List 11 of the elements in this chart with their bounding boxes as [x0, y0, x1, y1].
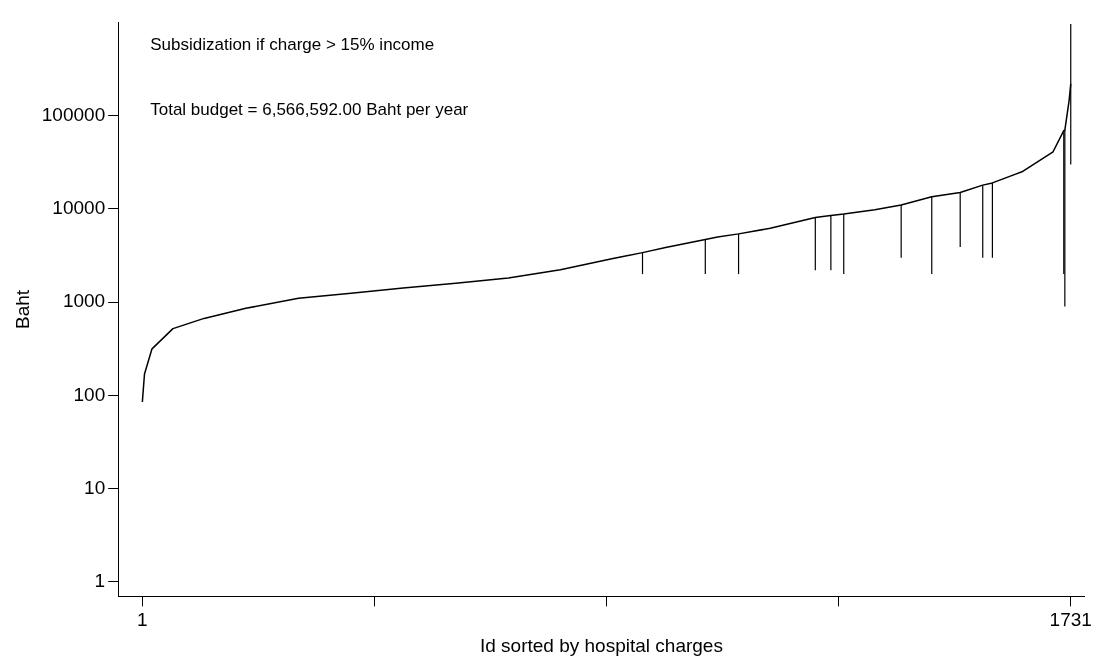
y-tick-label: 10000	[52, 197, 106, 219]
x-axis-title: Id sorted by hospital charges	[479, 634, 723, 656]
y-tick-label: 100000	[41, 103, 106, 125]
annotation: Total budget = 6,566,592.00 Baht per year	[150, 100, 469, 120]
y-tick-label: 1000	[62, 290, 106, 312]
y-tick-label: 10	[84, 476, 106, 498]
y-axis-title: Baht	[11, 289, 33, 329]
x-tick-label: 1731	[1049, 609, 1092, 631]
y-tick-label: 1	[94, 570, 106, 592]
annotation: Subsidization if charge > 15% income	[150, 35, 435, 55]
y-tick-label: 100	[73, 383, 106, 405]
